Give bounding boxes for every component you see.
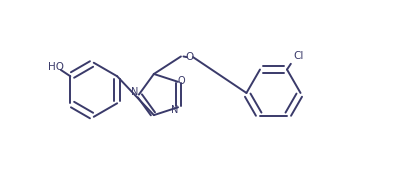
Text: N: N xyxy=(131,87,139,97)
Text: O: O xyxy=(186,52,194,62)
Text: Cl: Cl xyxy=(293,51,304,61)
Text: N: N xyxy=(171,105,179,115)
Text: O: O xyxy=(177,76,185,86)
Text: HO: HO xyxy=(48,62,64,72)
